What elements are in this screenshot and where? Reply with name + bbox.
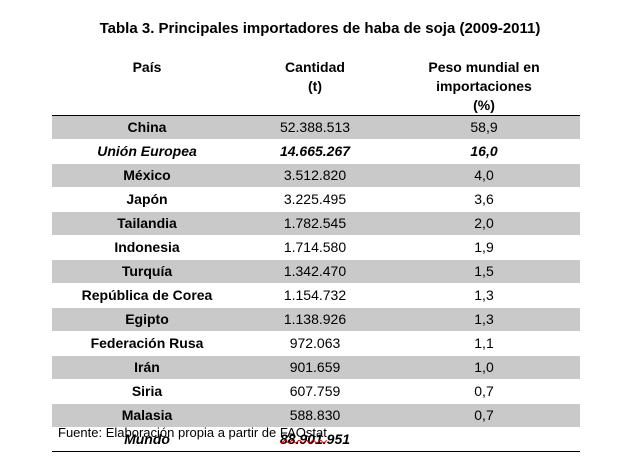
cell-quantity: 1.782.545 [242,211,388,236]
table-row: Siria 607.759 0,7 [52,379,580,404]
table-row: Federación Rusa 972.063 1,1 [52,331,580,356]
cell-share [388,427,580,452]
table-row: Indonesia 1.714.580 1,9 [52,235,580,260]
header-country: País [52,58,242,116]
table-row: Malasia 588.830 0,7 [52,403,580,428]
table-row: Irán 901.659 1,0 [52,355,580,380]
table-row: Japón 3.225.495 3,6 [52,187,580,212]
table-title: Tabla 3. Principales importadores de hab… [99,20,541,37]
table-row-total: Mundo 88.901.951 [52,427,580,452]
cell-quantity: 14.665.267 [242,139,388,164]
cell-country: Turquía [52,259,242,284]
cell-country: Japón [52,187,242,212]
source-prefix: Fuente: Elaboración propia a partir de [58,425,280,440]
cell-quantity: 588.830 [242,403,388,428]
table-row: China 52.388.513 58,9 [52,115,580,140]
cell-share: 1,0 [388,355,580,380]
cell-country: Malasia [52,403,242,428]
cell-share: 58,9 [388,115,580,140]
source-note: Fuente: Elaboración propia a partir de F… [58,425,327,440]
cell-quantity: 607.759 [242,379,388,404]
cell-country: México [52,163,242,188]
header-country-label: País [132,59,162,75]
header-quantity-label: Cantidad [285,59,345,75]
cell-country: China [52,115,242,140]
cell-country: Federación Rusa [52,331,242,356]
cell-country: Indonesia [52,235,242,260]
cell-share: 2,0 [388,211,580,236]
cell-quantity: 901.659 [242,355,388,380]
cell-country: Siria [52,379,242,404]
cell-quantity: 1.138.926 [242,307,388,332]
table-row: México 3.512.820 4,0 [52,163,580,188]
header-quantity-unit: (t) [308,78,322,94]
cell-share: 0,7 [388,379,580,404]
table-header: País Cantidad (t) Peso mundial en import… [52,58,580,116]
cell-quantity: 3.512.820 [242,163,388,188]
table-row: Egipto 1.138.926 1,3 [52,307,580,332]
cell-share: 1,1 [388,331,580,356]
cell-quantity: 1.714.580 [242,235,388,260]
table-body: China 52.388.513 58,9 Unión Europea 14.6… [52,115,580,452]
table-row: Tailandia 1.782.545 2,0 [52,211,580,236]
cell-country: Irán [52,355,242,380]
header-quantity: Cantidad (t) [242,58,388,116]
header-share: Peso mundial en importaciones (%) [388,58,580,116]
cell-quantity: 972.063 [242,331,388,356]
header-share-unit: (%) [473,97,495,113]
cell-quantity: 3.225.495 [242,187,388,212]
source-name: FAOstat [279,425,327,440]
cell-quantity: 88.901.951 [242,427,388,452]
cell-country: Tailandia [52,211,242,236]
cell-share: 0,7 [388,403,580,428]
cell-country: República de Corea [52,283,242,308]
cell-quantity: 1.154.732 [242,283,388,308]
importers-table: País Cantidad (t) Peso mundial en import… [52,58,580,452]
cell-share: 1,3 [388,307,580,332]
cell-country: Unión Europea [52,139,242,164]
header-share-label: Peso mundial en importaciones [428,59,540,94]
cell-share: 3,6 [388,187,580,212]
cell-share: 4,0 [388,163,580,188]
cell-country: Egipto [52,307,242,332]
cell-country: Mundo [52,427,242,452]
cell-share: 1,9 [388,235,580,260]
cell-share: 16,0 [388,139,580,164]
table-row: República de Corea 1.154.732 1,3 [52,283,580,308]
cell-quantity: 52.388.513 [242,115,388,140]
cell-share: 1,5 [388,259,580,284]
cell-share: 1,3 [388,283,580,308]
table-row: Unión Europea 14.665.267 16,0 [52,139,580,164]
table-row: Turquía 1.342.470 1,5 [52,259,580,284]
cell-quantity: 1.342.470 [242,259,388,284]
